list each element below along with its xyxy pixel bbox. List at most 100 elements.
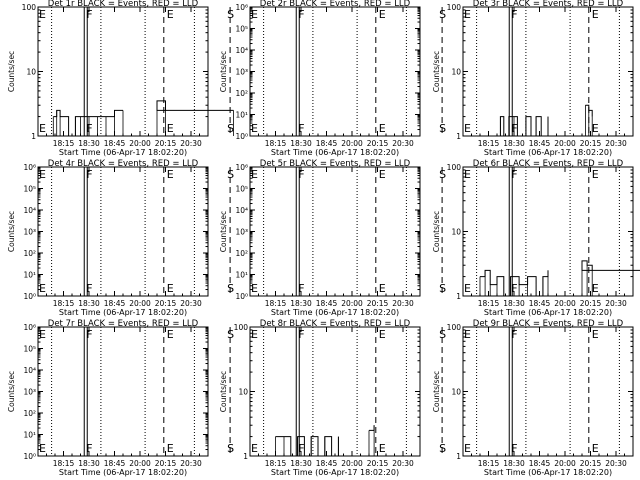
y-tick-label: 10⁴: [235, 46, 248, 55]
plot-frame: [37, 166, 209, 297]
x-tick-label: 20:00: [129, 459, 151, 468]
marker-letter-S: S: [439, 168, 446, 181]
panel-5: Det 5r BLACK = Events, RED = LLD 10⁰ 10¹ 10…: [219, 159, 446, 317]
marker-letter-E: E: [167, 122, 174, 135]
marker-letter-S: S: [439, 122, 446, 135]
marker-letter-F: F: [298, 122, 304, 135]
marker-letter-S: S: [439, 328, 446, 341]
marker-letter-E: E: [167, 282, 174, 295]
marker-letter-F: F: [86, 8, 92, 21]
plot-frame: [462, 326, 634, 457]
marker-letter-F: F: [86, 328, 92, 341]
y-axis-label: Counts/sec: [219, 371, 228, 412]
y-tick-label: 10⁰: [23, 292, 36, 301]
x-tick-label: 18:30: [78, 299, 100, 308]
panel-title: Det 4r BLACK = Events, RED = LLD: [48, 159, 199, 169]
marker-letter-F: F: [511, 282, 517, 295]
x-tick-label: 20:30: [392, 299, 414, 308]
x-tick-label: 20:15: [367, 299, 389, 308]
marker-letter-E: E: [167, 8, 174, 21]
x-tick-label: 20:15: [155, 459, 177, 468]
marker-letter-E: E: [251, 122, 258, 135]
y-tick-label: 10³: [23, 388, 36, 397]
marker-letter-E: E: [251, 442, 258, 455]
x-tick-label: 20:30: [605, 139, 627, 148]
x-tick-label: 20:00: [129, 299, 151, 308]
x-tick-label: 20:30: [180, 139, 202, 148]
x-tick-label: 18:15: [265, 459, 287, 468]
x-tick-label: 18:15: [478, 139, 500, 148]
y-tick-label: 10¹: [23, 431, 36, 440]
y-tick-label: 10⁶: [23, 323, 36, 332]
marker-letter-E: E: [379, 168, 386, 181]
x-tick-label: 20:30: [392, 139, 414, 148]
x-tick-label: 20:00: [554, 459, 576, 468]
marker-letter-F: F: [511, 168, 517, 181]
panel-8: Det 8r BLACK = Events, RED = LLD 1 10 100 Co…: [219, 319, 446, 477]
marker-letter-E: E: [592, 442, 599, 455]
events-series-line: [497, 104, 593, 137]
marker-letter-E: E: [464, 328, 471, 341]
panel-title: Det 2r BLACK = Events, RED = LLD: [260, 0, 411, 9]
x-tick-label: 18:45: [316, 459, 338, 468]
x-tick-label: 18:15: [53, 299, 75, 308]
x-tick-label: 20:00: [129, 139, 151, 148]
y-tick-label: 10⁵: [23, 185, 36, 194]
marker-letter-E: E: [379, 442, 386, 455]
marker-letter-E: E: [379, 122, 386, 135]
x-tick-label: 20:30: [392, 459, 414, 468]
marker-letter-E: E: [167, 168, 174, 181]
y-tick-label: 10: [238, 388, 248, 397]
marker-letter-E: E: [251, 282, 258, 295]
y-tick-label: 10⁴: [235, 206, 248, 215]
x-axis-label: Start Time (06-Apr-17 18:02:20): [59, 148, 187, 157]
marker-letter-S: S: [227, 442, 234, 455]
marker-letter-E: E: [251, 8, 258, 21]
y-tick-label: 1: [31, 132, 36, 141]
y-tick-label: 10⁴: [23, 366, 36, 375]
marker-letter-E: E: [39, 8, 46, 21]
x-tick-label: 18:45: [104, 459, 126, 468]
y-tick-label: 10: [451, 228, 461, 237]
marker-letter-F: F: [86, 168, 92, 181]
panel-1: Det 1r BLACK = Events, RED = LLD 1 10 100 Co…: [7, 0, 234, 157]
y-tick-label: 1: [243, 452, 248, 461]
x-tick-label: 20:30: [180, 299, 202, 308]
y-tick-label: 10⁶: [235, 3, 248, 12]
x-tick-label: 18:15: [478, 299, 500, 308]
y-tick-label: 10⁵: [235, 25, 248, 34]
marker-letter-E: E: [592, 168, 599, 181]
panel-7: Det 7r BLACK = Events, RED = LLD 10⁰ 10¹ 10…: [7, 319, 234, 477]
marker-letter-E: E: [592, 328, 599, 341]
y-tick-label: 10²: [23, 249, 36, 258]
x-tick-label: 20:00: [341, 299, 363, 308]
marker-letter-E: E: [167, 328, 174, 341]
marker-letter-F: F: [298, 328, 304, 341]
y-axis-label: Counts/sec: [432, 211, 441, 252]
marker-letter-F: F: [298, 168, 304, 181]
marker-letter-E: E: [592, 122, 599, 135]
x-tick-label: 20:15: [367, 139, 389, 148]
y-tick-label: 10³: [23, 228, 36, 237]
x-axis-label: Start Time (06-Apr-17 18:02:20): [59, 468, 187, 477]
marker-letter-E: E: [39, 282, 46, 295]
panel-title: Det 3r BLACK = Events, RED = LLD: [473, 0, 624, 9]
x-axis-label: Start Time (06-Apr-17 18:02:20): [59, 308, 187, 317]
marker-letter-F: F: [298, 282, 304, 295]
x-tick-label: 18:45: [529, 139, 551, 148]
events-series-line: [53, 100, 234, 137]
y-tick-label: 100: [447, 163, 462, 172]
marker-letter-E: E: [379, 328, 386, 341]
panel-4: Det 4r BLACK = Events, RED = LLD 10⁰ 10¹ 10…: [7, 159, 234, 317]
x-axis-label: Start Time (06-Apr-17 18:02:20): [484, 468, 612, 477]
marker-letter-F: F: [511, 8, 517, 21]
x-tick-label: 20:15: [580, 139, 602, 148]
marker-letter-E: E: [464, 442, 471, 455]
panel-title: Det 1r BLACK = Events, RED = LLD: [48, 0, 199, 9]
marker-letter-E: E: [167, 442, 174, 455]
panel-6: Det 6r BLACK = Events, RED = LLD 1 10 100 Co…: [432, 159, 640, 317]
x-tick-label: 18:15: [53, 459, 75, 468]
marker-letter-S: S: [227, 168, 234, 181]
y-tick-label: 1: [456, 132, 461, 141]
